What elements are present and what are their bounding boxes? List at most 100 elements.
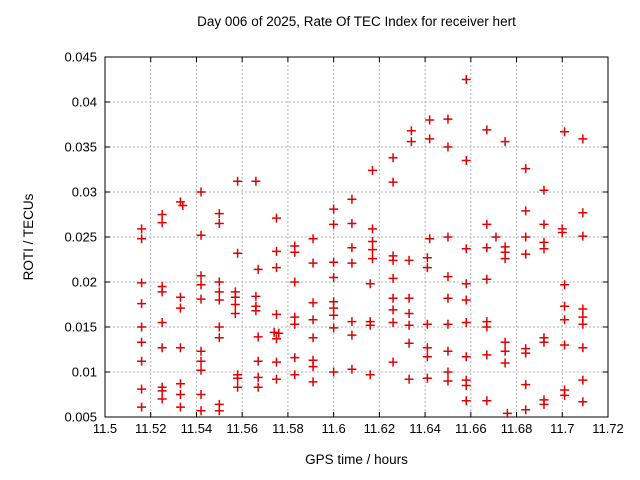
data-point-marker <box>347 364 357 374</box>
data-point-marker <box>557 228 567 237</box>
data-point-marker <box>578 343 588 353</box>
y-tick-label: 0.03 <box>72 185 97 200</box>
data-point-marker <box>521 348 531 358</box>
data-point-marker <box>404 255 414 265</box>
data-point-marker <box>347 317 357 327</box>
data-point-marker <box>422 319 432 329</box>
data-point-marker <box>329 310 339 320</box>
y-tick-label: 0.01 <box>72 365 97 380</box>
data-point-marker <box>251 176 261 186</box>
data-point-marker <box>178 201 188 210</box>
data-point-marker <box>233 176 243 186</box>
chart-title: Day 006 of 2025, Rate Of TEC Index for r… <box>197 14 516 29</box>
data-point-marker <box>157 218 167 228</box>
data-point-marker <box>578 375 588 385</box>
data-point-marker <box>461 381 471 390</box>
data-point-marker <box>560 390 570 400</box>
data-point-marker <box>137 322 147 332</box>
data-point-marker <box>461 156 471 165</box>
data-point-marker <box>560 340 570 350</box>
data-point-marker <box>253 332 263 342</box>
data-point-marker <box>482 274 492 284</box>
data-point-marker <box>365 279 375 289</box>
data-point-marker <box>271 246 281 256</box>
y-tick-label: 0.015 <box>64 320 97 335</box>
y-tick-label: 0.035 <box>64 140 97 155</box>
data-point-marker <box>560 280 570 290</box>
data-point-marker <box>329 257 339 267</box>
data-point-marker <box>347 258 357 268</box>
data-point-marker <box>290 353 300 363</box>
data-point-marker <box>196 390 206 399</box>
data-point-marker <box>290 370 300 380</box>
data-point-marker <box>388 318 398 327</box>
data-point-marker <box>137 356 147 366</box>
data-point-marker <box>406 137 416 147</box>
data-point-marker <box>196 187 206 197</box>
data-point-marker <box>271 263 281 273</box>
data-point-marker <box>404 338 414 348</box>
data-point-marker <box>539 185 549 195</box>
data-point-marker <box>388 273 398 283</box>
data-point-marker <box>404 374 414 384</box>
data-point-marker <box>404 309 414 318</box>
data-point-marker <box>502 408 512 418</box>
data-point-marker <box>233 382 243 392</box>
data-point-marker <box>422 373 432 383</box>
data-point-marker <box>329 323 339 333</box>
data-point-marker <box>233 373 243 383</box>
data-point-marker <box>269 327 279 337</box>
data-point-marker <box>157 318 167 327</box>
data-point-marker <box>388 153 398 163</box>
data-point-marker <box>196 230 206 240</box>
data-point-marker <box>214 219 224 228</box>
data-point-marker <box>443 114 453 124</box>
data-point-marker <box>521 249 531 259</box>
data-point-marker <box>271 334 281 344</box>
data-point-marker <box>461 279 471 289</box>
data-point-marker <box>539 399 549 409</box>
data-point-marker <box>578 134 588 144</box>
data-point-marker <box>347 219 357 228</box>
data-point-marker <box>157 210 167 219</box>
x-tick-label: 11.6 <box>321 421 345 436</box>
data-point-marker <box>290 247 300 257</box>
data-point-marker <box>230 309 240 318</box>
data-point-marker <box>422 263 432 273</box>
data-point-marker <box>157 394 167 404</box>
data-point-marker <box>329 204 339 214</box>
x-tick-label: 11.7 <box>550 421 574 436</box>
data-point-marker <box>461 295 471 305</box>
data-point-marker <box>329 367 339 377</box>
data-point-marker <box>443 272 453 282</box>
data-point-marker <box>253 356 263 366</box>
x-tick-label: 11.52 <box>135 421 167 436</box>
data-point-marker <box>388 293 398 303</box>
data-point-marker <box>214 277 224 287</box>
x-tick-label: 11.54 <box>181 421 213 436</box>
y-tick-label: 0.04 <box>72 95 97 110</box>
data-point-marker <box>388 305 398 315</box>
data-point-marker <box>578 304 588 314</box>
data-point-marker <box>196 294 206 304</box>
data-point-marker <box>482 219 492 229</box>
data-point-marker <box>175 343 185 353</box>
data-point-marker <box>539 244 549 254</box>
data-point-marker <box>157 287 167 297</box>
data-point-marker <box>368 254 378 264</box>
data-point-marker <box>425 234 435 244</box>
data-point-marker <box>271 309 281 319</box>
data-point-marker <box>175 390 185 399</box>
data-point-marker <box>308 298 318 308</box>
data-point-marker <box>443 376 453 386</box>
data-point-marker <box>251 291 261 301</box>
data-point-marker <box>251 306 261 316</box>
data-point-marker <box>214 287 224 297</box>
x-tick-label: 11.72 <box>592 421 624 436</box>
data-point-marker <box>196 271 206 281</box>
data-point-marker <box>521 405 531 415</box>
data-point-marker <box>368 245 378 255</box>
data-point-marker <box>482 350 492 360</box>
data-point-marker <box>578 397 588 407</box>
